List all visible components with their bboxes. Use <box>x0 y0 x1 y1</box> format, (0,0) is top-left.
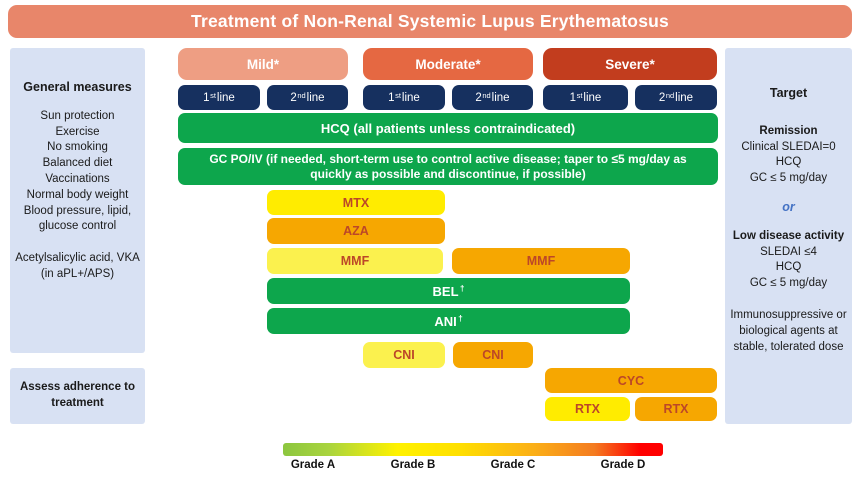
line-word: line <box>401 91 420 104</box>
line-word: line <box>583 91 602 104</box>
grade-b-label: Grade B <box>390 459 436 471</box>
low-disease-activity-item: HCQ <box>775 261 802 274</box>
remission-item: GC ≤ 5 mg/day <box>749 172 828 185</box>
treatment-bar-hcq: HCQ (all patients unless contraindicated… <box>178 113 718 143</box>
low-disease-activity-item: SLEDAI ≤4 <box>760 245 817 258</box>
severity-header-severe: Severe* <box>543 48 717 80</box>
adherence-label: Assess adherence to treatment <box>19 381 136 409</box>
line-word: line <box>216 91 235 104</box>
treatment-bar-mmf-first-line: MMF <box>267 248 443 274</box>
general-measures-heading: General measures <box>23 80 132 94</box>
general-measures-panel: General measures Sun protection Exercise… <box>10 48 145 353</box>
remission-item: Clinical SLEDAI=0 <box>741 140 836 153</box>
treatment-bar-aza: AZA <box>267 218 445 244</box>
general-measure-item: Normal body weight <box>26 188 129 201</box>
treatment-bar-mmf-second-line: MMF <box>452 248 630 274</box>
severity-header-moderate: Moderate* <box>363 48 533 80</box>
low-disease-activity-item: GC ≤ 5 mg/day <box>749 277 828 290</box>
treatment-bar-cyc: CYC <box>545 368 717 393</box>
general-measure-item: Sun protection <box>40 109 115 122</box>
target-heading: Target <box>769 86 808 100</box>
line-number: 1 <box>388 91 395 104</box>
general-measure-item: (in aPL+/APS) <box>40 267 115 280</box>
treatment-bar-gc: GC PO/IV (if needed, short-term use to c… <box>178 148 718 185</box>
bar-label: BEL <box>432 283 459 299</box>
treatment-bar-mtx: MTX <box>267 190 445 215</box>
line-word: line <box>491 91 510 104</box>
treatment-bar-rtx-first-line: RTX <box>545 397 630 421</box>
grade-a-label: Grade A <box>290 459 336 471</box>
treatment-bar-cni-first-line: CNI <box>363 342 445 368</box>
general-measure-item: Acetylsalicylic acid, VKA <box>15 252 140 265</box>
line-number: 2 <box>658 91 666 104</box>
remission-item: HCQ <box>775 156 802 169</box>
line-number: 1 <box>203 91 210 104</box>
target-note: Immunosuppressive or biological agents a… <box>730 308 847 353</box>
low-disease-activity-heading: Low disease activity <box>732 229 845 242</box>
line-number: 2 <box>475 91 482 104</box>
general-measure-item: Vaccinations <box>45 172 110 185</box>
severity-header-mild: Mild* <box>178 48 348 80</box>
general-measure-item: Exercise <box>55 125 100 138</box>
diagram-title: Treatment of Non-Renal Systemic Lupus Er… <box>8 5 852 38</box>
line-number: 1 <box>569 91 577 104</box>
general-measure-item: Blood pressure, lipid, glucose control <box>23 204 132 233</box>
adherence-panel: Assess adherence to treatment <box>10 368 145 424</box>
or-separator: or <box>782 199 795 214</box>
grade-c-label: Grade C <box>490 459 536 471</box>
general-measure-item: Balanced diet <box>42 157 113 170</box>
remission-heading: Remission <box>759 124 818 137</box>
general-measure-item: No smoking <box>47 141 108 154</box>
line-word: line <box>675 91 694 104</box>
grade-d-label: Grade D <box>600 459 646 471</box>
bar-label: ANI <box>434 313 457 329</box>
treatment-bar-bel: BEL † <box>267 278 630 304</box>
line-number: 2 <box>290 91 297 104</box>
line-word: line <box>306 91 325 104</box>
treatment-bar-cni-second-line: CNI <box>453 342 533 368</box>
treatment-bar-ani: ANI † <box>267 308 630 334</box>
grade-gradient-bar <box>283 443 663 456</box>
treatment-bar-rtx-second-line: RTX <box>635 397 717 421</box>
target-panel: Target Remission Clinical SLEDAI=0 HCQ G… <box>725 48 852 424</box>
